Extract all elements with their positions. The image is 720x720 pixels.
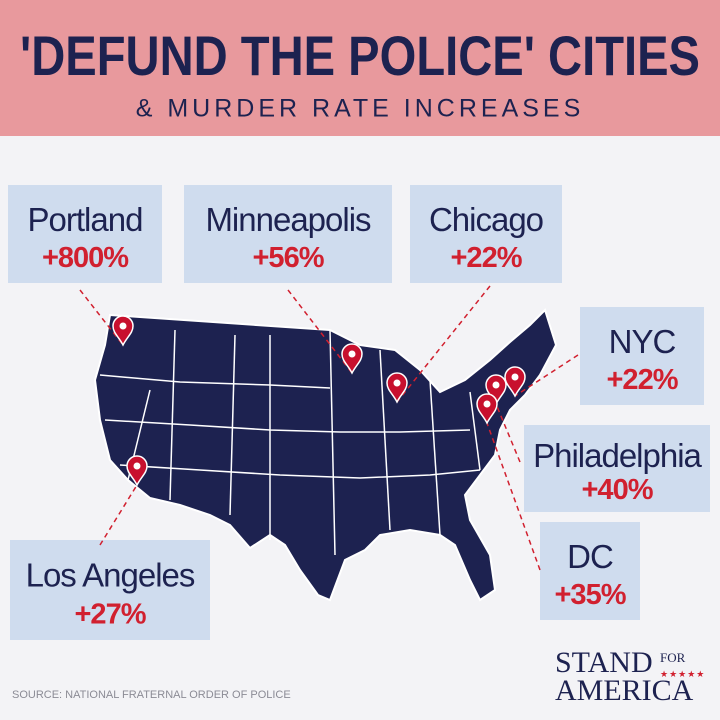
city-name: Los Angeles <box>26 557 195 594</box>
city-callout: Philadelphia+40% <box>485 374 710 512</box>
us-map <box>93 308 558 602</box>
city-change: +40% <box>582 474 654 506</box>
logo-word: STAND <box>555 646 653 679</box>
city-change: +22% <box>451 242 523 274</box>
header-band <box>0 0 720 136</box>
map-pin <box>476 393 498 425</box>
city-change: +800% <box>42 242 129 274</box>
map-pin <box>485 374 507 406</box>
subtitle: & MURDER RATE INCREASES <box>136 95 585 123</box>
source-note: SOURCE: NATIONAL FRATERNAL ORDER OF POLI… <box>12 689 291 701</box>
city-callout: Chicago +22% <box>386 185 562 404</box>
city-callout: Minneapolis +56% <box>184 185 392 375</box>
city-box <box>540 522 640 620</box>
city-box <box>8 185 162 283</box>
pin-dot <box>393 379 401 387</box>
map-pin <box>126 455 148 487</box>
city-callouts: Portland+800%Minneapolis+56%Chicago+22%N… <box>8 185 710 640</box>
leader-line <box>495 403 521 463</box>
pin-dot <box>133 462 141 470</box>
city-change: +27% <box>75 599 147 631</box>
city-change: +56% <box>253 242 325 274</box>
city-name: Philadelphia <box>533 437 702 474</box>
logo-word: FOR <box>660 650 686 665</box>
logo-stars: ★★★★★ <box>660 669 705 679</box>
pin-dot <box>492 381 500 389</box>
city-change: +35% <box>555 579 627 611</box>
city-box <box>10 540 210 640</box>
city-name: DC <box>567 538 613 575</box>
city-callout: DC +35% <box>476 393 640 620</box>
city-change: +22% <box>607 364 679 396</box>
leader-line <box>396 285 491 403</box>
city-name: Minneapolis <box>205 201 371 238</box>
city-box <box>524 425 710 512</box>
map-pin <box>504 366 526 398</box>
city-callout: Los Angeles +27% <box>10 455 210 640</box>
city-callout: Portland +800% <box>8 185 162 347</box>
city-box <box>410 185 562 283</box>
pin-dot <box>483 400 491 408</box>
pin-dot <box>119 322 127 330</box>
leader-line <box>486 422 541 571</box>
logo-word: AMERICA <box>555 674 694 707</box>
state-lines <box>99 329 481 556</box>
city-box <box>184 185 392 283</box>
map-pin <box>112 315 134 347</box>
map-pin <box>386 372 408 404</box>
city-callout: NYC +22% <box>504 307 704 405</box>
map-pin <box>341 343 363 375</box>
leader-line <box>514 354 579 397</box>
pin-dot <box>348 350 356 358</box>
leader-line <box>99 484 138 546</box>
city-name: Chicago <box>429 201 543 238</box>
leader-line <box>79 289 124 346</box>
city-box <box>580 307 704 405</box>
city-name: Portland <box>28 201 143 238</box>
title: 'DEFUND THE POLICE' CITIES <box>20 24 700 87</box>
logo: STAND FOR AMERICA ★★★★★ <box>555 646 705 707</box>
city-name: NYC <box>609 323 676 360</box>
pin-dot <box>511 373 519 381</box>
